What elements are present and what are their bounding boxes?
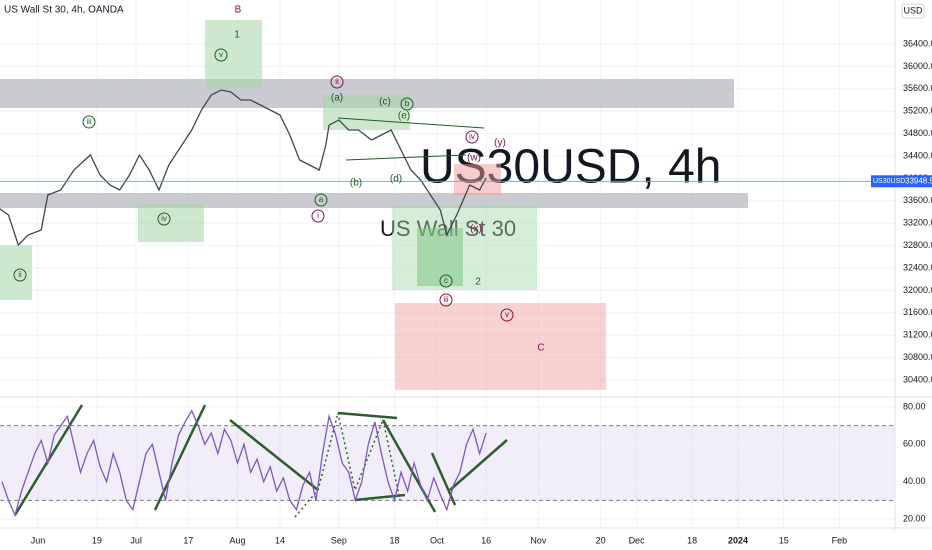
x-tick-label: 14 [275, 535, 285, 545]
annotation-circle [157, 212, 171, 226]
zone [454, 164, 501, 195]
trendline [449, 439, 508, 491]
price-tag-name: US30USD [873, 178, 905, 185]
y-tick-label: 34800.0 [903, 128, 932, 138]
x-tick-label: 15 [779, 535, 789, 545]
annotation-circle [439, 293, 453, 307]
x-tick-label: Feb [832, 535, 848, 545]
annotation: iv [161, 214, 167, 223]
annotation: b [405, 99, 410, 108]
annotation: (b) [350, 178, 362, 189]
annotation: (x) [470, 224, 482, 235]
annotation: a [319, 195, 324, 204]
x-tick-label: 19 [92, 535, 102, 545]
trendline [430, 452, 457, 506]
annotation: i [317, 211, 319, 220]
annotation: B [235, 5, 242, 16]
annotation-circle [400, 97, 414, 111]
y-tick-label: 30800.0 [903, 352, 932, 362]
annotation: ii [18, 270, 22, 279]
annotation: 1 [234, 30, 240, 41]
zone [323, 95, 410, 130]
symbol: US Wall St 30, 4h, OANDA [4, 5, 124, 16]
price-tag [871, 175, 932, 188]
y-tick-label: 35200.0 [903, 106, 932, 116]
series-line [1, 409, 487, 518]
annotation-circle [311, 209, 325, 223]
y-tick-label: 32800.0 [903, 240, 932, 250]
y-tick-label: 40.00 [903, 476, 926, 486]
annotation-circle [465, 130, 479, 144]
x-tick-label: Jun [31, 535, 46, 545]
zone [0, 245, 32, 300]
x-tick-label: 18 [687, 535, 697, 545]
y-tick-label: 30400.0 [903, 374, 932, 384]
annotation: iv [469, 132, 475, 141]
annotation: v [219, 50, 223, 59]
currency: USD [903, 5, 923, 15]
currency-box[interactable] [901, 3, 925, 19]
trendline [337, 117, 485, 129]
x-tick-label: 17 [183, 535, 193, 545]
y-tick-label: 32000.0 [903, 285, 932, 295]
zone [205, 20, 262, 88]
zone [395, 303, 606, 390]
annotation-circle [214, 48, 228, 62]
annotation-circle [314, 193, 328, 207]
y-tick-label: 20.00 [903, 513, 926, 523]
x-tick-label: 18 [389, 535, 399, 545]
x-tick-label: Dec [629, 535, 646, 545]
annotation-circle [439, 274, 453, 288]
y-tick-label: 31600.0 [903, 307, 932, 317]
y-tick-label: 36000.0 [903, 61, 932, 71]
annotation: (d) [390, 174, 402, 185]
zone [138, 204, 204, 242]
trendline [354, 493, 406, 502]
y-tick-label: 33600.0 [903, 195, 932, 205]
annotation: (w) [467, 153, 481, 164]
zones [0, 20, 748, 390]
y-tick-label: 31200.0 [903, 330, 932, 340]
y-tick-label: 36400.0 [903, 38, 932, 48]
y-tick-label: 60.00 [903, 439, 926, 449]
annotation: (y) [494, 138, 506, 149]
y-tick-label: 33200.0 [903, 218, 932, 228]
zone [392, 205, 537, 290]
annotation: ii [335, 77, 339, 86]
x-tick-label: Nov [530, 535, 547, 545]
trendline [345, 154, 467, 161]
y-tick-label: 34400.0 [903, 150, 932, 160]
zone [417, 228, 463, 286]
annotation: (a) [331, 93, 343, 104]
annotation: 2 [475, 277, 481, 288]
x-tick-label: Jul [130, 535, 142, 545]
annotation: iii [443, 295, 449, 304]
price-tag-value: 33948.5 [905, 176, 932, 185]
x-tick-label: 20 [596, 535, 606, 545]
annotation: C [537, 343, 544, 354]
series-line [0, 89, 487, 247]
zone [0, 193, 748, 208]
x-tick-label: Aug [229, 535, 245, 545]
annotation: c [444, 276, 448, 285]
annotation-circle [82, 115, 96, 129]
annotation-circle [330, 75, 344, 89]
annotation: (c) [379, 97, 391, 108]
annotation-circle [13, 268, 27, 282]
trendline [229, 419, 319, 491]
y-tick-label: 35600.0 [903, 83, 932, 93]
trendline [381, 419, 437, 513]
x-tick-label: Sep [331, 535, 347, 545]
x-tick-label: 2024 [728, 535, 748, 545]
x-tick-label: 16 [481, 535, 491, 545]
annotation-circle [500, 308, 514, 322]
y-tick-label: 32400.0 [903, 262, 932, 272]
x-tick-label: Oct [430, 535, 445, 545]
trendline [337, 411, 398, 420]
annotation: (e) [398, 111, 410, 122]
annotation: iii [86, 117, 92, 126]
y-tick-label: 80.00 [903, 401, 926, 411]
annotation: v [505, 310, 509, 319]
